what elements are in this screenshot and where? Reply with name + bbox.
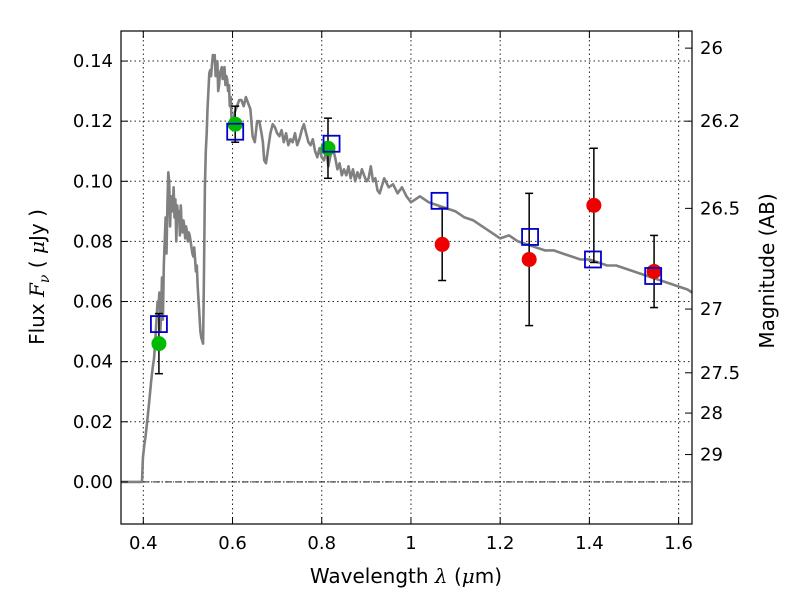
x-tick-label: 1.6	[664, 533, 693, 554]
y2-tick-label: 27.5	[700, 363, 740, 384]
y-tick-label: 0.14	[73, 51, 113, 72]
model-flux-box	[584, 250, 602, 269]
observed-point	[586, 197, 602, 213]
observed-point-layer	[151, 116, 662, 352]
model-flux-box	[322, 134, 341, 153]
y2-tick-label: 26.5	[700, 198, 740, 219]
observed-point	[434, 236, 450, 252]
model-flux-box	[430, 191, 449, 210]
y-tick-label: 0.00	[73, 472, 113, 493]
grid-layer	[121, 31, 692, 524]
error-bar-layer	[154, 105, 659, 375]
x-axis-title: Wavelength λ (μm)	[310, 564, 502, 588]
model-flux-box	[644, 267, 663, 285]
y2-tick-label: 26	[700, 38, 723, 59]
y-tick-label: 0.08	[73, 231, 113, 252]
observed-point	[151, 336, 167, 352]
y-tick-label: 0.12	[73, 111, 113, 132]
observed-point	[646, 263, 662, 279]
y2-tick-label: 28	[700, 403, 723, 424]
x-tick-label: 1	[405, 533, 416, 554]
model-box-layer	[150, 122, 663, 333]
sed-model-line	[121, 53, 693, 484]
y-tick-label: 0.06	[73, 292, 113, 313]
y2-tick-label: 26.2	[700, 111, 740, 132]
sed-layer	[121, 53, 693, 484]
x-tick-label: 1.2	[486, 533, 515, 554]
model-flux-box	[226, 122, 245, 141]
x-tick-label: 0.6	[218, 533, 247, 554]
observed-point	[521, 251, 537, 267]
tick-layer: 0.4 0.6 0.8 1 1.2 1.4 1.6 0.00 0.02 0.04 0.06 0.08 0…	[73, 31, 740, 554]
y-tick-label: 0.04	[73, 352, 113, 373]
plot-frame	[120, 30, 693, 525]
model-flux-box	[150, 315, 168, 333]
y2-tick-label: 29	[700, 445, 723, 466]
model-flux-box	[521, 228, 539, 246]
y-tick-label: 0.02	[73, 412, 113, 433]
y-axis-title: Flux Fν ( μJy )	[25, 209, 53, 345]
y2-tick-label: 27	[700, 299, 723, 320]
y2-axis-title: Magnitude (AB)	[755, 193, 779, 348]
x-tick-label: 0.8	[307, 533, 336, 554]
x-tick-label: 0.4	[129, 533, 158, 554]
y-tick-label: 0.10	[73, 171, 113, 192]
x-tick-label: 1.4	[575, 533, 604, 554]
